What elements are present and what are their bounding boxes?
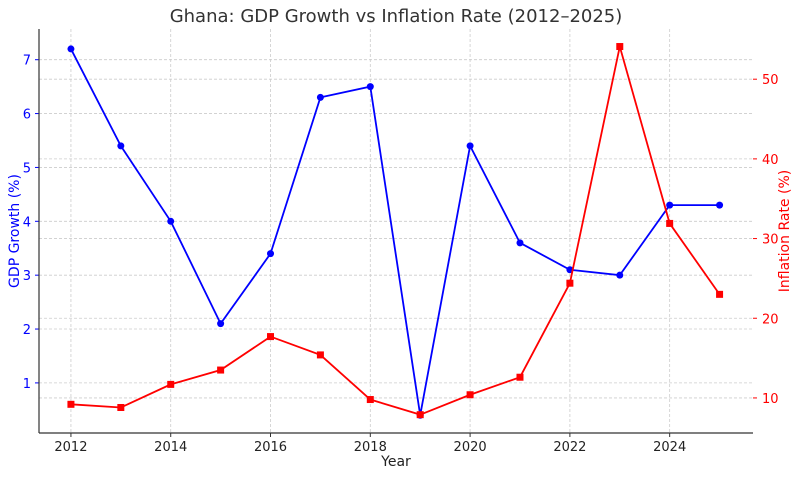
inflation-data-point bbox=[616, 43, 624, 51]
gdp-data-point bbox=[267, 250, 275, 258]
left-tick-label: 4 bbox=[23, 215, 31, 230]
right-tick-label: 30 bbox=[762, 233, 779, 248]
x-tick-label: 2014 bbox=[154, 440, 187, 455]
gdp-data-point bbox=[666, 201, 674, 209]
inflation-data-point bbox=[217, 366, 225, 374]
gdp-data-point bbox=[466, 142, 474, 150]
inflation-data-point bbox=[466, 391, 474, 399]
left-axis-label: GDP Growth (%) bbox=[7, 174, 23, 288]
x-tick-label: 2012 bbox=[54, 440, 87, 455]
gdp-data-point bbox=[217, 320, 225, 328]
inflation-data-point bbox=[366, 396, 374, 404]
gdp-data-point bbox=[716, 201, 724, 209]
right-tick-label: 10 bbox=[762, 392, 779, 407]
inflation-data-point bbox=[117, 404, 125, 412]
gdp-data-point bbox=[67, 45, 75, 53]
x-tick-label: 2022 bbox=[553, 440, 586, 455]
right-tick-label: 20 bbox=[762, 312, 779, 327]
right-axis-label: Inflation Rate (%) bbox=[777, 170, 793, 292]
left-tick-label: 2 bbox=[23, 323, 31, 338]
inflation-data-point bbox=[67, 400, 75, 408]
inflation-data-point bbox=[316, 351, 324, 359]
gdp-data-point bbox=[117, 142, 125, 150]
left-tick-label: 6 bbox=[23, 108, 31, 123]
x-tick-label: 2018 bbox=[354, 440, 387, 455]
inflation-data-point bbox=[566, 279, 574, 287]
inflation-data-point bbox=[267, 333, 275, 341]
gdp-data-point bbox=[616, 271, 624, 279]
right-tick-label: 50 bbox=[762, 73, 779, 88]
series-group bbox=[67, 43, 724, 419]
left-tick-label: 5 bbox=[23, 161, 31, 176]
inflation-series-line bbox=[70, 46, 721, 416]
gdp-data-point bbox=[167, 217, 175, 225]
inflation-data-point bbox=[716, 290, 724, 298]
axes: 2012 2014 2016 2018 2020 2022 2024 1 2 3 4 5 6 7 10 20 3… bbox=[23, 29, 779, 455]
gdp-data-point bbox=[516, 239, 524, 247]
inflation-data-point bbox=[516, 373, 524, 381]
gdp-data-point bbox=[316, 93, 324, 101]
gdp-series-line bbox=[70, 48, 720, 416]
x-axis-label: Year bbox=[380, 454, 411, 470]
left-tick-label: 1 bbox=[23, 377, 31, 392]
gdp-data-point bbox=[366, 83, 374, 91]
chart-title: Ghana: GDP Growth vs Inflation Rate (201… bbox=[170, 6, 623, 27]
left-tick-label: 7 bbox=[23, 54, 31, 69]
grid bbox=[39, 29, 753, 433]
x-tick-label: 2016 bbox=[254, 440, 287, 455]
left-tick-label: 3 bbox=[23, 269, 31, 284]
inflation-data-point bbox=[167, 380, 175, 388]
inflation-data-point bbox=[416, 411, 424, 419]
right-tick-label: 40 bbox=[762, 153, 779, 168]
inflation-data-point bbox=[666, 219, 674, 227]
x-tick-label: 2020 bbox=[454, 440, 487, 455]
x-tick-label: 2024 bbox=[653, 440, 686, 455]
